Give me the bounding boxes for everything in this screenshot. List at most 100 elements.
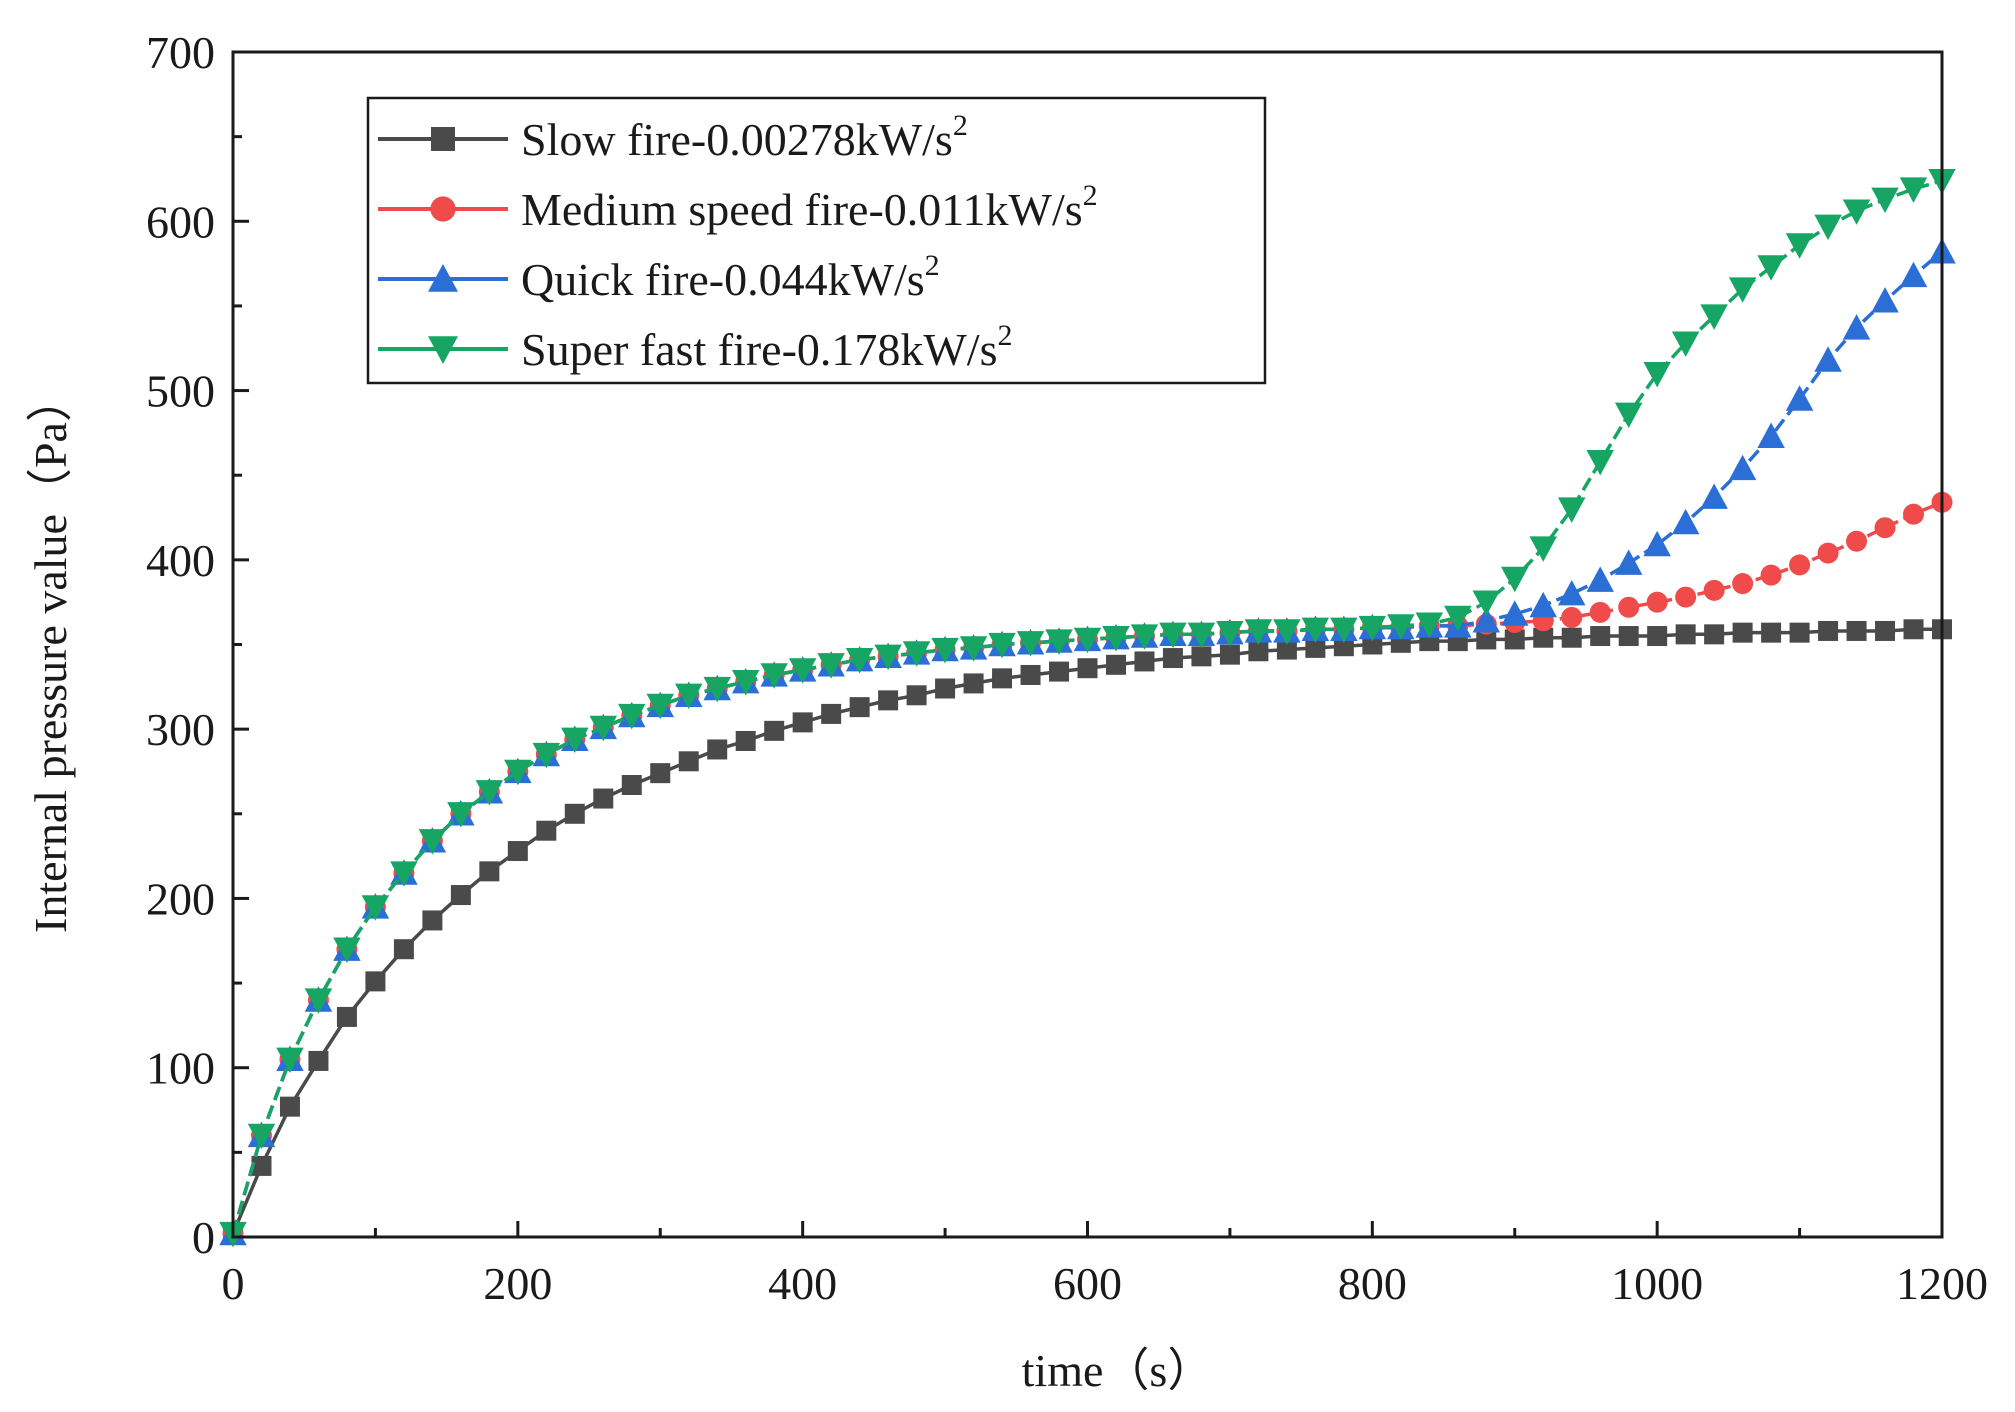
data-point xyxy=(931,637,959,664)
data-point xyxy=(1675,586,1697,608)
data-point xyxy=(450,885,471,906)
data-point xyxy=(1362,634,1383,655)
data-point xyxy=(1646,591,1668,613)
data-point xyxy=(1529,591,1557,618)
data-point xyxy=(1899,177,1928,203)
data-point xyxy=(1757,255,1785,281)
data-point xyxy=(422,910,443,931)
data-point xyxy=(963,673,984,694)
data-point xyxy=(561,727,589,754)
data-point xyxy=(1134,651,1155,672)
data-point xyxy=(1614,402,1643,429)
legend-label-text: Slow fire-0.00278kW/s xyxy=(521,114,953,165)
data-point xyxy=(1330,617,1358,644)
data-point xyxy=(678,751,699,772)
data-point xyxy=(1305,637,1326,658)
data-point xyxy=(1561,606,1583,628)
data-point xyxy=(1671,331,1700,357)
data-point xyxy=(1219,644,1240,665)
legend-entry: Super fast fire-0.178kW/s2 xyxy=(378,319,1013,375)
data-point xyxy=(646,693,674,720)
data-point xyxy=(589,715,618,742)
series-triangle-down xyxy=(219,168,1956,1248)
data-point xyxy=(1105,654,1126,675)
data-point xyxy=(874,644,902,671)
data-point xyxy=(992,668,1013,689)
legend-label-text: Super fast fire-0.178kW/s xyxy=(521,324,998,375)
data-point xyxy=(1504,629,1525,650)
data-point xyxy=(1358,615,1387,642)
data-point xyxy=(1077,658,1098,679)
data-point xyxy=(1903,503,1925,525)
y-tick-label: 600 xyxy=(146,196,215,247)
data-point xyxy=(1102,626,1130,652)
data-point xyxy=(1818,620,1839,641)
legend-label-text: Medium speed fire-0.011kW/s xyxy=(521,184,1083,235)
data-point xyxy=(1415,612,1444,638)
data-point xyxy=(821,703,842,724)
x-axis-title: time（s） xyxy=(1022,1345,1214,1396)
data-point xyxy=(1557,579,1586,606)
legend-marker xyxy=(428,336,458,364)
legend-label: Slow fire-0.00278kW/s2 xyxy=(521,109,968,165)
data-point xyxy=(674,683,703,710)
data-point xyxy=(1814,214,1842,241)
data-point xyxy=(1703,579,1725,601)
data-point xyxy=(365,971,386,992)
data-point xyxy=(1301,617,1330,644)
data-point xyxy=(564,803,585,824)
legend-entry: Medium speed fire-0.011kW/s2 xyxy=(378,179,1098,235)
data-point xyxy=(1871,287,1899,313)
legend-marker xyxy=(428,264,458,292)
data-point xyxy=(1561,627,1582,648)
data-point xyxy=(1757,422,1785,448)
data-point xyxy=(1761,622,1782,643)
y-tick-label: 500 xyxy=(146,366,215,417)
data-point xyxy=(1614,549,1643,575)
data-point xyxy=(959,636,988,662)
data-point xyxy=(1728,277,1757,303)
data-point xyxy=(1586,566,1614,592)
legend-label-superscript: 2 xyxy=(1083,179,1098,212)
legend-marker xyxy=(431,127,455,151)
data-point xyxy=(1590,626,1611,647)
data-point xyxy=(1842,314,1871,340)
data-point xyxy=(1789,554,1811,576)
data-point xyxy=(1501,600,1529,626)
data-point xyxy=(1732,573,1754,595)
data-point xyxy=(1704,624,1725,645)
data-point xyxy=(906,685,927,706)
data-point xyxy=(1875,620,1896,641)
data-point xyxy=(593,788,614,809)
data-point xyxy=(1020,664,1041,685)
data-point xyxy=(902,641,931,667)
data-point xyxy=(1016,631,1045,657)
data-point xyxy=(764,720,785,741)
data-point xyxy=(788,658,817,684)
legend-label: Medium speed fire-0.011kW/s2 xyxy=(521,179,1098,235)
data-point xyxy=(1472,607,1501,633)
data-point xyxy=(536,820,557,841)
data-point xyxy=(1842,199,1871,225)
x-tick-label: 200 xyxy=(483,1258,552,1309)
data-point xyxy=(707,739,728,760)
data-point xyxy=(849,697,870,718)
data-point xyxy=(390,861,418,887)
data-point xyxy=(1333,636,1354,657)
y-tick-label: 200 xyxy=(146,873,215,924)
y-tick-label: 300 xyxy=(146,704,215,755)
data-point xyxy=(1789,622,1810,643)
data-point xyxy=(1387,614,1415,640)
legend-label-superscript: 2 xyxy=(953,109,968,142)
data-point xyxy=(1874,517,1896,539)
data-point xyxy=(1444,605,1472,632)
data-point xyxy=(1700,483,1728,509)
data-point xyxy=(1073,627,1102,654)
data-point xyxy=(792,712,813,733)
data-point xyxy=(393,939,414,960)
data-point xyxy=(1732,622,1753,643)
data-point xyxy=(1273,619,1301,645)
data-point xyxy=(333,937,361,963)
